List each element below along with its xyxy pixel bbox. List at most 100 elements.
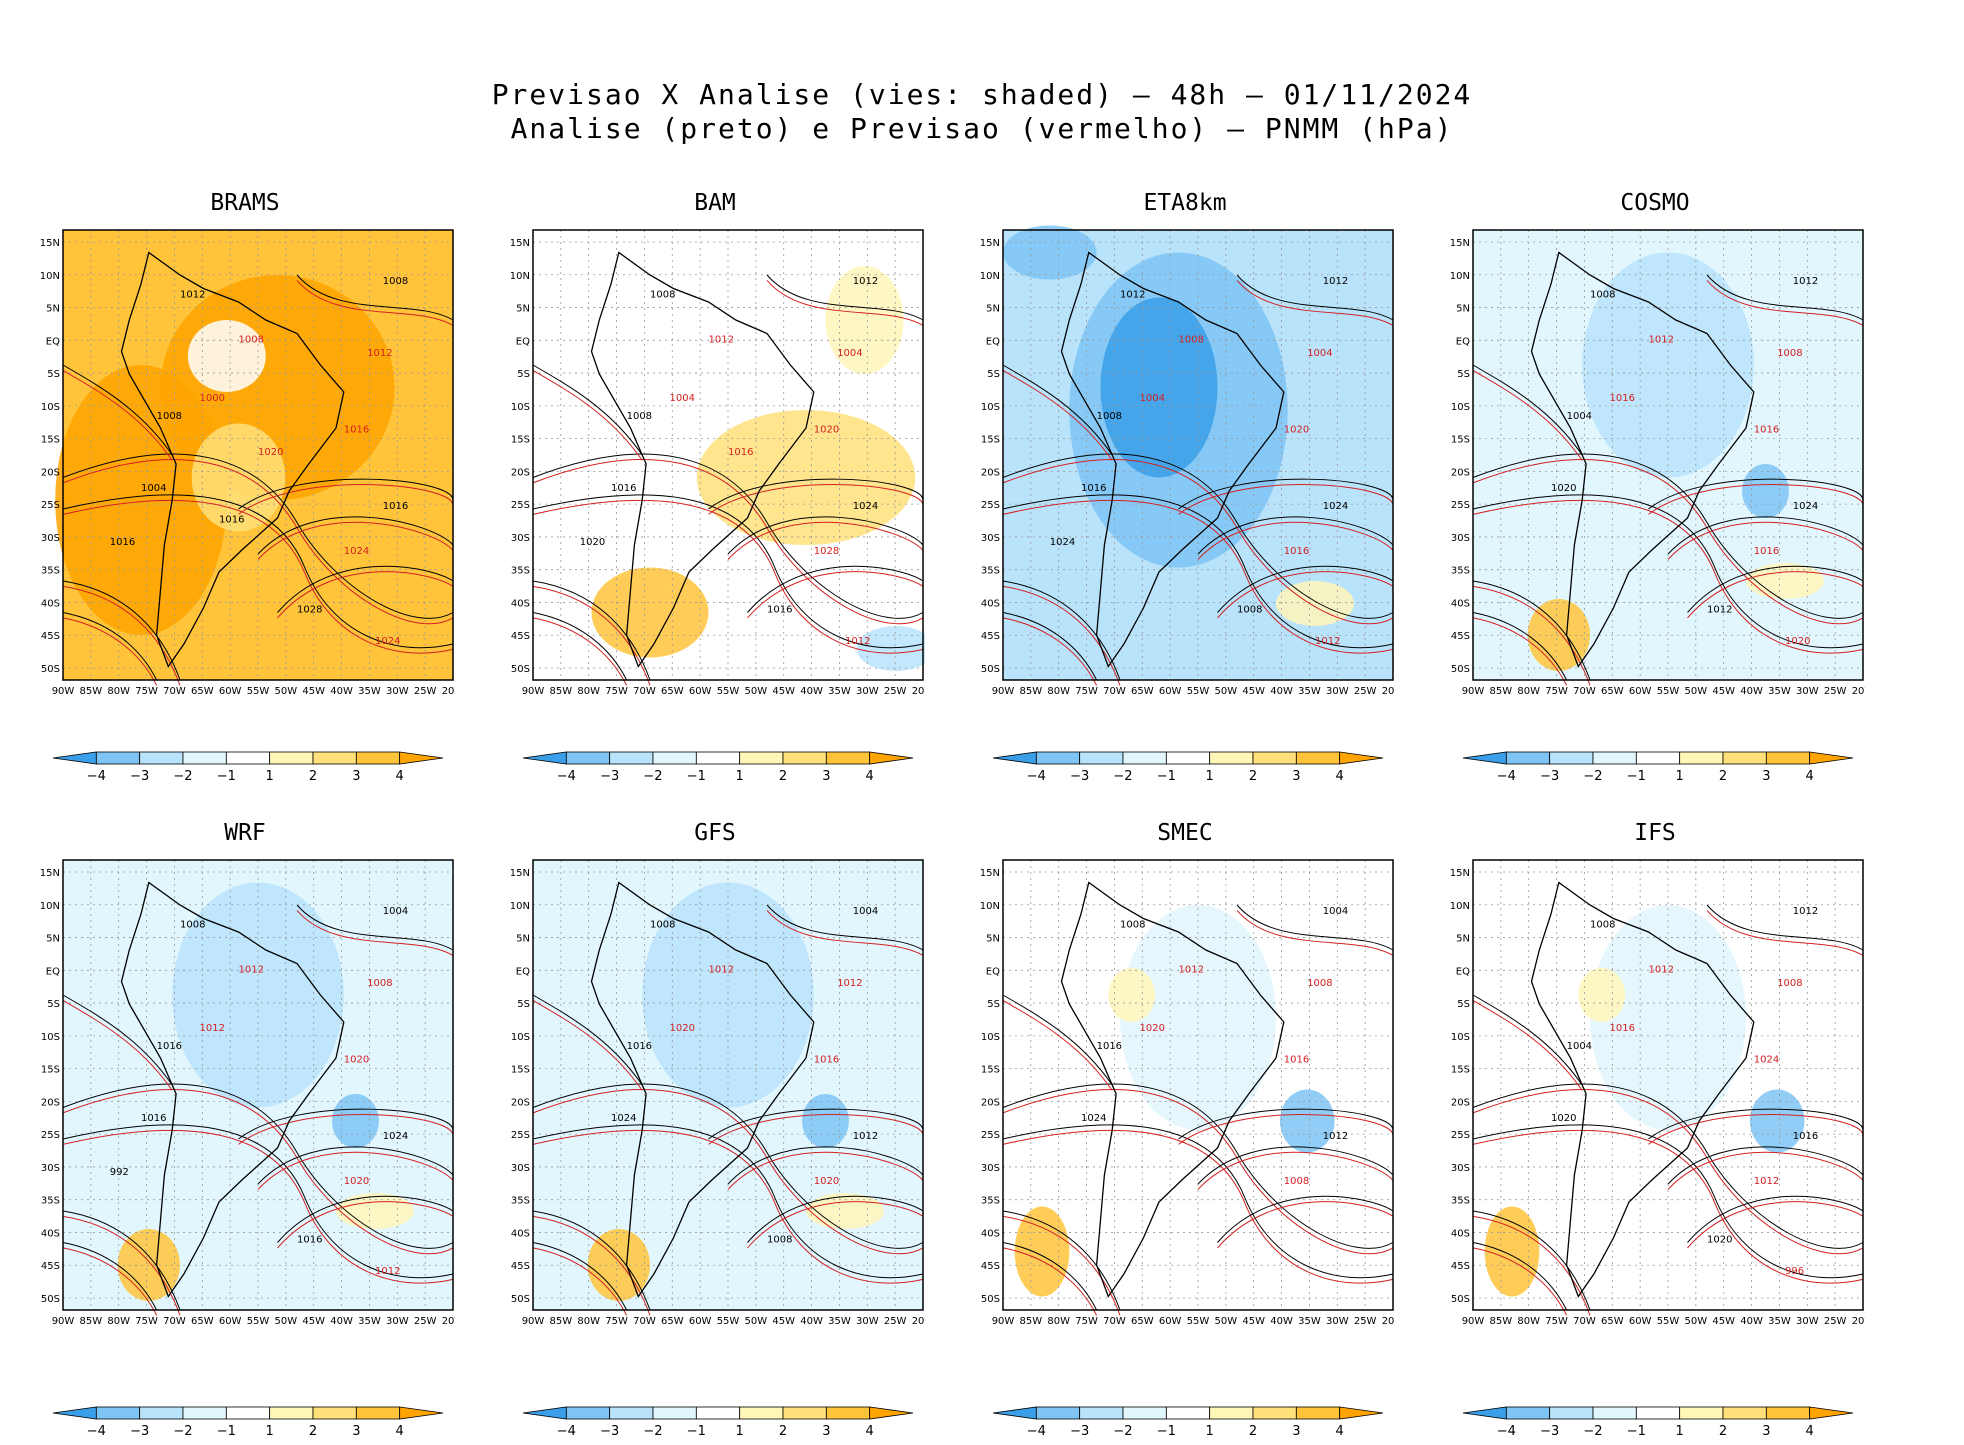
panel-cosmo: COSMO 15N 10N 5N EQ 5S 10S 15S 20S 25S 30S 35S 40S 45…	[1435, 190, 1875, 784]
lat-label: 10S	[1451, 1032, 1470, 1043]
analysis-isobar	[766, 274, 924, 321]
map-brams: 15N 10N 5N EQ 5S 10S 15S 20S 25S 30S 35S 40S 45S 50S 9…	[40, 229, 455, 697]
lon-label: 20W	[1852, 1316, 1865, 1327]
analysis-isobar	[1472, 1242, 1568, 1311]
panel-title: ETA8km	[1143, 190, 1227, 216]
lon-label: 25W	[414, 1316, 437, 1327]
lat-label: EQ	[1456, 966, 1470, 977]
lat-label: 50S	[1451, 1294, 1470, 1305]
lon-label: 75W	[1075, 686, 1098, 697]
lon-label: 70W	[1573, 1316, 1596, 1327]
forecast-isobar	[1178, 1114, 1394, 1145]
analysis-isobar	[1002, 453, 1394, 619]
analysis-isobar	[1472, 1124, 1864, 1279]
lon-label: 60W	[689, 686, 712, 697]
colorbar-segment	[869, 1406, 914, 1420]
lat-label: 20S	[511, 1097, 530, 1108]
forecast-isobar	[257, 521, 454, 560]
lat-label: 25S	[981, 1130, 1000, 1141]
colorbar-tick: −1	[1157, 1424, 1176, 1439]
colorbar-tick: 4	[1806, 1424, 1814, 1439]
south-america-coastline	[120, 251, 345, 668]
lat-label: 45S	[41, 1261, 60, 1272]
colorbar-segment	[1462, 751, 1507, 765]
isobar-label: 1012	[845, 636, 870, 647]
lon-label: 85W	[1490, 1316, 1513, 1327]
colorbar-tick: −2	[1583, 1424, 1602, 1439]
isobar-label: 1000	[200, 393, 225, 404]
bias-anomaly	[806, 1193, 884, 1229]
panel-gfs: GFS 15N 10N 5N EQ 5S 10S 15S 20S 25S 30S 35S 40S 45S 5…	[495, 820, 935, 1439]
panel-title: GFS	[694, 820, 736, 846]
lat-label: 5N	[516, 304, 530, 315]
lat-label: 20S	[981, 1097, 1000, 1108]
lon-label: 40W	[1740, 1316, 1763, 1327]
lat-label: 20S	[1451, 1097, 1470, 1108]
lon-label: 55W	[247, 686, 270, 697]
colorbar-tick: 3	[822, 1424, 830, 1439]
analysis-isobar	[238, 1108, 454, 1140]
isobar-label: 1020	[580, 537, 605, 548]
colorbar-tick: 2	[309, 769, 317, 784]
lon-label: 75W	[1545, 1316, 1568, 1327]
lat-label: 20S	[511, 467, 530, 478]
lon-label: 70W	[1573, 686, 1596, 697]
isobar-label: 1016	[767, 605, 792, 616]
lon-label: 70W	[1103, 1316, 1126, 1327]
lat-label: 5N	[1456, 934, 1470, 945]
lon-label: 70W	[633, 686, 656, 697]
isobar-label: 1024	[344, 546, 369, 557]
isobar-label: 1016	[297, 1235, 322, 1246]
bias-anomaly	[1742, 464, 1789, 518]
lon-label: 80W	[1047, 686, 1070, 697]
lon-label: 90W	[522, 686, 545, 697]
lat-label: 15S	[1451, 1065, 1470, 1076]
isobar-label: 1016	[728, 447, 753, 458]
map-cosmo: 15N 10N 5N EQ 5S 10S 15S 20S 25S 30S 35S 40S 45S 50S 9…	[1450, 229, 1865, 697]
lon-label: 30W	[1796, 686, 1819, 697]
colorbar-tick: −1	[1157, 769, 1176, 784]
lat-label: 30S	[41, 533, 60, 544]
lon-label: 90W	[992, 686, 1015, 697]
isobar-label: 1008	[1590, 920, 1615, 931]
analysis-isobar	[1687, 565, 1864, 613]
colorbar-tick: 2	[309, 1424, 317, 1439]
analysis-isobar	[1217, 1195, 1394, 1243]
lat-label: EQ	[516, 336, 530, 347]
forecast-isobar	[532, 369, 643, 461]
isobar-label: 1028	[814, 546, 839, 557]
isobar-label: 1024	[383, 1131, 408, 1142]
lon-label: 75W	[1075, 1316, 1098, 1327]
isobar-label: 1008	[1097, 411, 1122, 422]
forecast-isobar	[1197, 521, 1394, 560]
lat-label: 20S	[41, 467, 60, 478]
isobar-label: 1016	[627, 1041, 652, 1052]
colorbar-segment	[992, 1406, 1037, 1420]
analysis-isobar	[532, 994, 643, 1086]
lon-label: 50W	[1685, 686, 1708, 697]
forecast-isobar	[1197, 1151, 1394, 1190]
lat-label: 45S	[511, 1261, 530, 1272]
lon-label: 60W	[1159, 1316, 1182, 1327]
isobar-label: 1020	[1284, 425, 1309, 436]
colorbar-tick: −2	[1583, 769, 1602, 784]
isobar-label: 1008	[1777, 978, 1802, 989]
colorbar-tick: −4	[557, 1424, 576, 1439]
forecast-isobar	[1002, 1247, 1098, 1316]
isobar-label: 1008	[367, 978, 392, 989]
analysis-isobar	[62, 453, 454, 619]
lat-label: 10N	[40, 901, 60, 912]
isobar-label: 1012	[1793, 276, 1818, 287]
lon-label: 45W	[1242, 1316, 1265, 1327]
colorbar-tick: −4	[1027, 1424, 1046, 1439]
isobar-label: 1016	[110, 537, 135, 548]
colorbar-tick: −1	[687, 769, 706, 784]
bias-anomaly	[1746, 563, 1824, 599]
forecast-isobar	[747, 571, 924, 619]
isobar-label: 1008	[383, 276, 408, 287]
lat-label: 40S	[511, 598, 530, 609]
colorbar: −4 −3 −2 −1 1 2 3 4	[522, 1406, 914, 1439]
lat-label: 30S	[511, 533, 530, 544]
analysis-isobar	[1667, 516, 1864, 555]
lat-label: 15N	[510, 868, 530, 879]
